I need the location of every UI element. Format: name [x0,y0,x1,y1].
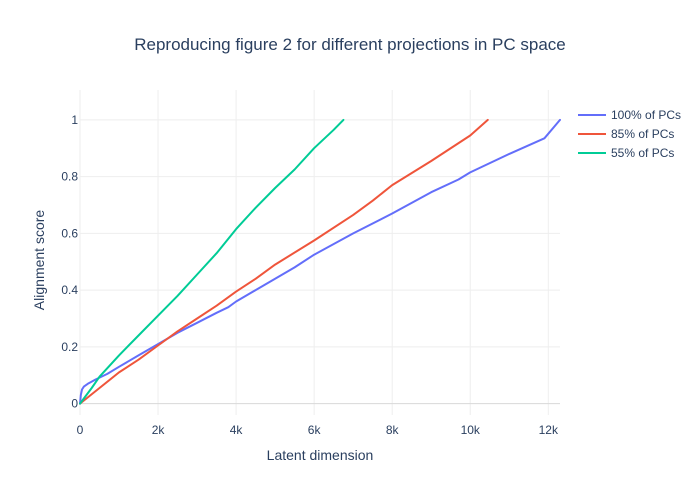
series-line-1 [79,118,489,405]
y-axis-ticks: 0 0.2 0.4 0.6 0.8 1 [61,113,78,411]
gridlines [79,90,560,415]
y-tick-label: 1 [71,113,78,127]
chart-title: Reproducing figure 2 for different proje… [134,35,566,54]
series-lines [79,118,561,405]
series-line-0 [79,118,561,405]
x-tick-label: 6k [308,423,322,437]
legend-label: 100% of PCs [611,108,681,122]
y-tick-label: 0.8 [61,170,78,184]
x-tick-label: 2k [152,423,166,437]
legend-item-0[interactable]: 100% of PCs [578,108,681,122]
legend[interactable]: 100% of PCs 85% of PCs 55% of PCs [578,108,681,160]
x-tick-label: 0 [77,423,84,437]
y-tick-label: 0.6 [61,226,78,240]
y-axis-title: Alignment score [31,210,47,311]
x-tick-label: 12k [539,423,559,437]
x-tick-label: 8k [386,423,400,437]
y-tick-label: 0 [71,397,78,411]
x-axis-title: Latent dimension [267,447,374,463]
x-axis-ticks: 0 2k 4k 6k 8k 10k 12k [77,423,559,437]
x-tick-label: 4k [230,423,244,437]
legend-item-2[interactable]: 55% of PCs [578,146,674,160]
x-tick-label: 10k [461,423,481,437]
series-line-2 [79,118,345,405]
y-tick-label: 0.4 [61,283,78,297]
legend-label: 85% of PCs [611,127,674,141]
legend-label: 55% of PCs [611,146,674,160]
legend-item-1[interactable]: 85% of PCs [578,127,674,141]
y-tick-label: 0.2 [61,340,78,354]
